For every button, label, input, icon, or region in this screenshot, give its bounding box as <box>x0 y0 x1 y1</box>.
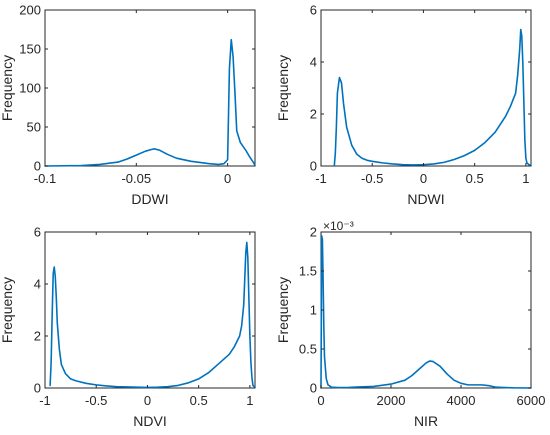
chart-2-x-tick-label: -0.5 <box>85 393 107 408</box>
ndvi-histogram-panel: -1 -0.5 0 0.5 1 0 2 4 6 NDVI Frequency <box>0 225 256 429</box>
chart-2-x-tick-label: 1 <box>246 393 253 408</box>
ddwi-histogram-panel: -0.1 -0.05 0 0 50 100 150 200 DDWI Frequency <box>0 3 256 207</box>
chart-0-y-tick-label: 50 <box>27 120 41 135</box>
chart-2-axes-box <box>44 231 256 389</box>
chart-0-x-tick-label: -0.1 <box>34 171 56 186</box>
chart-2-x-tick-label: -1 <box>39 393 51 408</box>
chart-1-axes-box <box>320 9 532 167</box>
chart-2-y-tick-label: 4 <box>34 277 41 292</box>
chart-0-x-axis-label: DDWI <box>131 191 168 207</box>
chart-1-y-tick-label: 0 <box>310 159 317 174</box>
chart-2-y-tick-label: 0 <box>34 381 41 396</box>
chart-1-x-tick-label: 0 <box>420 171 427 186</box>
chart-1-x-tick-label: 1 <box>522 171 529 186</box>
chart-2-y-axis-label: Frequency <box>0 277 15 343</box>
chart-2-y-tick-label: 6 <box>34 225 41 240</box>
chart-3-axes-box <box>320 231 532 389</box>
chart-1-x-axis-label: NDWI <box>407 191 444 207</box>
chart-0-y-axis-label: Frequency <box>0 55 15 121</box>
chart-3-y-tick-label: 1 <box>310 303 317 318</box>
chart-1-x-tick-label: -1 <box>315 171 327 186</box>
chart-3-x-tick-label: 0 <box>317 393 324 408</box>
chart-3-x-tick-label: 4000 <box>447 393 476 408</box>
chart-2-x-tick-label: 0 <box>144 393 151 408</box>
chart-1-series-line-0 <box>333 28 532 167</box>
chart-3-x-tick-label: 2000 <box>377 393 406 408</box>
chart-0-series-line-0 <box>44 38 256 167</box>
chart-0-axes-box <box>44 9 256 167</box>
chart-0-y-tick-label: 150 <box>19 42 41 57</box>
chart-3-x-tick-label: 6000 <box>517 393 546 408</box>
chart-3-y-tick-label: 0 <box>310 381 317 396</box>
chart-0-x-tick-label: -0.05 <box>121 171 151 186</box>
chart-2-x-axis-label: NDVI <box>133 413 166 429</box>
chart-3-y-tick-label: 1.5 <box>299 264 317 279</box>
chart-3-y-axis-label: Frequency <box>275 277 291 343</box>
ndwi-histogram-panel: -1 -0.5 0 0.5 1 0 2 4 6 NDWI Frequency <box>275 3 532 207</box>
chart-0-x-tick-label: 0 <box>224 171 231 186</box>
chart-1-y-tick-label: 4 <box>310 55 317 70</box>
chart-3-series-line-0 <box>320 235 532 389</box>
chart-3-y-tick-label: 0.5 <box>299 342 317 357</box>
chart-1-x-tick-label: 0.5 <box>466 171 484 186</box>
chart-1-y-tick-label: 2 <box>310 107 317 122</box>
chart-0-y-tick-label: 200 <box>19 3 41 18</box>
chart-3-y-tick-label: 2 <box>310 225 317 240</box>
chart-2-y-tick-label: 2 <box>34 329 41 344</box>
chart-2-x-tick-label: 0.5 <box>190 393 208 408</box>
chart-1-x-tick-label: -0.5 <box>361 171 383 186</box>
chart-0-y-tick-label: 0 <box>34 159 41 174</box>
chart-3-exponent-label: ×10⁻³ <box>323 219 354 233</box>
chart-1-y-axis-label: Frequency <box>275 55 291 121</box>
nir-histogram-panel: 0 2000 4000 6000 0 0.5 1 1.5 2 NIR Frequency ×10⁻³ <box>275 219 545 429</box>
chart-1-y-tick-label: 6 <box>310 3 317 18</box>
chart-3-x-axis-label: NIR <box>414 413 438 429</box>
chart-2-series-line-0 <box>49 241 256 389</box>
chart-0-y-tick-label: 100 <box>19 81 41 96</box>
